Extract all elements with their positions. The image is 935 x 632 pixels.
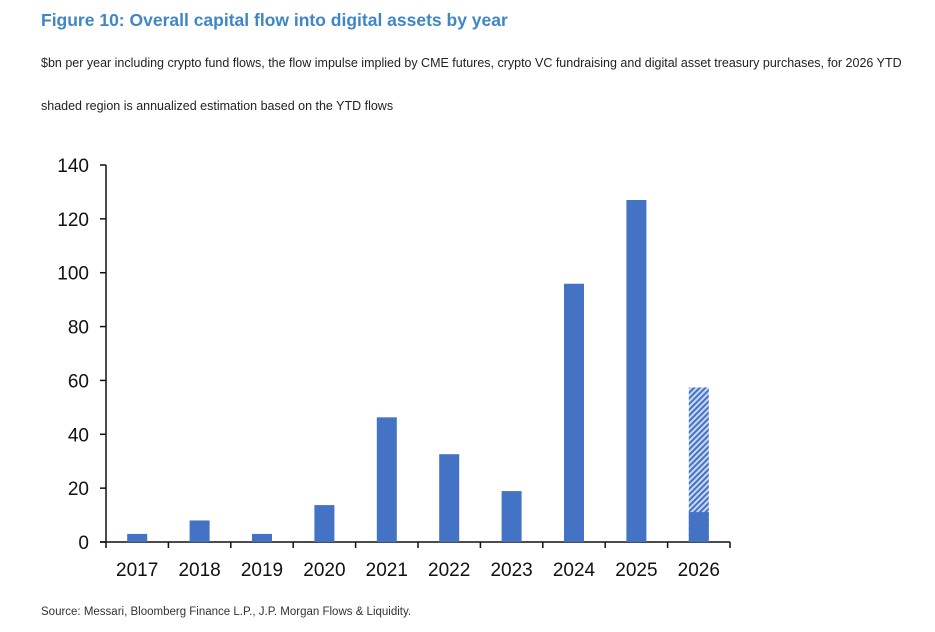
y-tick-label: 80 (68, 318, 89, 339)
y-tick-label: 120 (57, 210, 89, 231)
bar-2022 (439, 454, 460, 542)
x-tick-label: 2025 (615, 560, 657, 581)
y-tick-label: 0 (78, 533, 89, 554)
bar-2026 (688, 512, 709, 542)
y-tick-label: 140 (57, 156, 89, 177)
bar-2025 (626, 200, 647, 542)
chart-title: Figure 10: Overall capital flow into dig… (41, 10, 508, 30)
x-tick-label: 2024 (553, 560, 596, 581)
x-tick-label: 2020 (303, 560, 345, 581)
x-tick-label: 2018 (178, 560, 220, 581)
bar-2021 (376, 417, 397, 542)
bar-2024 (564, 283, 584, 542)
x-tick-label: 2019 (241, 560, 283, 581)
bar-2018 (189, 520, 210, 542)
x-tick-label: 2021 (366, 560, 408, 581)
chart-subtitle: $bn per year including crypto fund flows… (41, 56, 902, 70)
x-tick-label: 2022 (428, 560, 470, 581)
y-tick-label: 20 (68, 479, 89, 500)
bar-annualized-2026 (688, 387, 709, 542)
y-tick-label: 40 (68, 425, 89, 446)
chart-note: shaded region is annualized estimation b… (41, 99, 394, 113)
x-tick-label: 2017 (116, 560, 158, 581)
bar-2017 (127, 533, 148, 542)
x-tick-label: 2026 (678, 560, 720, 581)
bar-2020 (314, 505, 335, 542)
y-tick-label: 100 (57, 264, 89, 285)
bar-2023 (501, 491, 522, 542)
y-tick-label: 60 (68, 371, 89, 392)
bar-2019 (252, 533, 272, 542)
x-tick-label: 2023 (490, 560, 532, 581)
source-note: Source: Messari, Bloomberg Finance L.P.,… (41, 606, 412, 618)
